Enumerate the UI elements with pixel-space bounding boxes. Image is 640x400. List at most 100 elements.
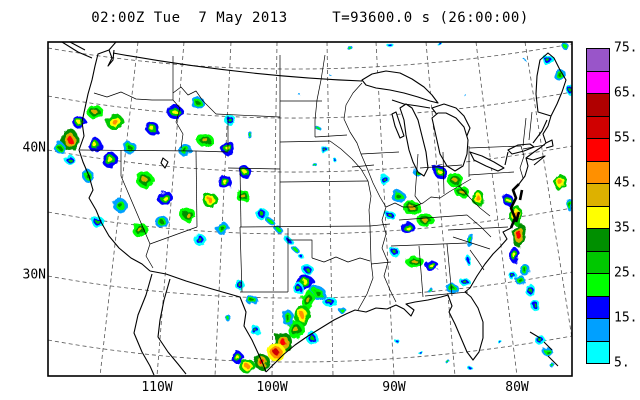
radar-echo-cell	[198, 238, 202, 242]
radar-echo-cell	[248, 133, 252, 137]
radar-echo-cell	[112, 119, 118, 125]
colorbar-segment	[586, 48, 610, 72]
colorbar-label: 25.	[614, 265, 638, 281]
radar-echo-cell	[466, 257, 470, 263]
radar-echo-cell	[67, 136, 73, 144]
radar-echo-cell	[422, 217, 428, 223]
radar-echo-cell	[294, 248, 298, 252]
radar-echo-cell	[149, 126, 155, 130]
radar-echo-cell	[243, 170, 247, 174]
colorbar-label: 15.	[614, 310, 638, 326]
colorbar-segment	[586, 273, 610, 297]
radar-echo-cell	[293, 327, 299, 333]
radar-echo-cell	[305, 297, 311, 303]
colorbar-segment	[586, 228, 610, 252]
radar-echo-cell	[393, 250, 397, 254]
colorbar-segment	[586, 340, 610, 364]
radar-echo-cell	[219, 226, 225, 230]
lon-label-80W: 80W	[505, 380, 529, 395]
radar-echo-cell	[280, 338, 286, 346]
radar-echo-cell	[499, 341, 501, 343]
radar-echo-cell	[127, 146, 133, 150]
radar-echo-cell	[476, 195, 480, 201]
radar-echo-cell	[195, 101, 201, 105]
radar-echo-cell	[315, 290, 321, 296]
radar-echo-cell	[506, 198, 510, 202]
radar-echo-cell	[418, 351, 422, 353]
radar-echo-cell	[92, 142, 98, 148]
radar-echo-cell	[92, 109, 98, 115]
colorbar-label: 45.	[614, 175, 638, 191]
radar-echo-cell	[310, 336, 314, 340]
map-frame	[47, 41, 573, 377]
radar-echo-cell	[302, 279, 308, 285]
lon-label-90W: 90W	[382, 380, 406, 395]
colorbar-label: 65.	[614, 85, 638, 101]
radar-echo-cell	[299, 311, 305, 319]
radar-echo-cell	[250, 298, 254, 302]
radar-echo-cell	[438, 43, 442, 45]
radar-echo-cell	[429, 264, 435, 268]
radar-echo-cell	[546, 350, 550, 354]
radar-echo-cell	[568, 203, 572, 207]
radar-echo-cell	[207, 197, 213, 203]
radar-echo-cell	[159, 220, 165, 224]
radar-echo-cell	[299, 94, 301, 96]
radar-echo-cell	[459, 190, 465, 194]
radar-echo-cell	[396, 341, 400, 343]
radar-echo-cell	[528, 288, 532, 292]
radar-echo-cell	[300, 255, 304, 259]
radar-echo-cell	[558, 179, 562, 185]
radar-echo-cell	[395, 194, 401, 198]
radar-echo-cell	[296, 286, 300, 290]
plot-title: 02:00Z Tue 7 May 2013 T=93600.0 s (26:00…	[91, 10, 529, 26]
radar-echo-cell	[524, 59, 526, 61]
colorbar-segment	[586, 295, 610, 319]
graticule	[48, 42, 572, 376]
colorbar-segment	[586, 70, 610, 94]
radar-echo-cell	[253, 328, 257, 332]
radar-echo-cell	[428, 288, 432, 292]
radar-echo-cell	[452, 177, 458, 183]
radar-echo-cell	[226, 316, 230, 320]
radar-echo-cell	[558, 73, 562, 77]
radar-echo-cell	[450, 286, 454, 290]
colorbar-segment	[586, 205, 610, 229]
radar-echo-cell	[107, 157, 113, 163]
geography	[61, 42, 567, 376]
radar-echo-cell	[412, 260, 418, 264]
radar-echo-cell	[185, 212, 191, 218]
radar-echo-cell	[405, 226, 411, 230]
colorbar-label: 55.	[614, 130, 638, 146]
radar-echo-cell	[68, 158, 72, 162]
radar-echo-cell	[340, 308, 344, 312]
radar-echo-cell	[238, 283, 242, 287]
radar-echo-cell	[228, 118, 232, 122]
great-lakes	[361, 70, 535, 177]
radar-echo-cell	[273, 349, 279, 355]
colorbar-label: 75.	[614, 40, 638, 56]
radar-echo-cell	[323, 148, 327, 152]
lon-label-100W: 100W	[256, 380, 288, 395]
radar-echo-cell	[202, 137, 208, 143]
radar-echo-cell	[383, 178, 387, 182]
radar-echo-cell	[327, 300, 333, 304]
radar-echo-cell	[244, 363, 250, 369]
radar-echo-cell	[512, 252, 516, 258]
colorbar-label: 5.	[614, 355, 630, 371]
radar-echo-cell	[510, 273, 514, 277]
radar-echo-cell	[172, 109, 178, 115]
radar-echo-cell	[533, 303, 537, 307]
radar-echo-cell	[222, 179, 228, 185]
radar-echo-cell	[142, 177, 148, 183]
colorbar-label: 35.	[614, 220, 638, 236]
radar-echo-cell	[468, 367, 472, 369]
radar-echo-cell	[316, 127, 320, 129]
radar-echo-cell	[563, 44, 567, 48]
chesapeake-bay	[509, 183, 524, 229]
radar-echo-cell	[550, 363, 554, 367]
radar-echo-cell	[259, 212, 265, 216]
radar-echo-cell	[388, 213, 392, 217]
